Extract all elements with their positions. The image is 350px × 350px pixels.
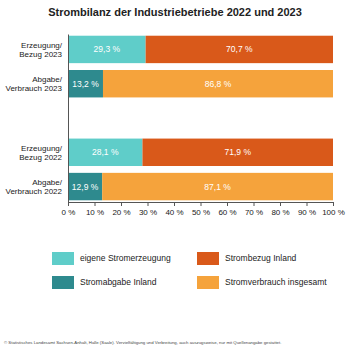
legend-item: eigene Stromerzeugung bbox=[52, 252, 171, 265]
x-tick: 90 % bbox=[298, 202, 316, 217]
x-tick-label: 100 % bbox=[322, 208, 345, 217]
x-tick-mark bbox=[201, 202, 202, 206]
bar-segment bbox=[102, 173, 333, 200]
y-tick-label: Erzeugung/ Bezug 2023 bbox=[17, 41, 63, 59]
y-tick: Erzeugung/ Bezug 2023 bbox=[17, 41, 63, 59]
y-tick: Erzeugung/ Bezug 2022 bbox=[17, 144, 63, 162]
x-tick-mark bbox=[333, 202, 334, 206]
legend-label: eigene Stromerzeugung bbox=[80, 253, 171, 263]
x-tick-mark bbox=[148, 202, 149, 206]
x-tick: 50 % bbox=[192, 202, 210, 217]
data-label: 28,1 % bbox=[92, 147, 119, 157]
x-tick-mark bbox=[254, 202, 255, 206]
x-axis: 0 % 10 % 20 % 30 % 40 % 50 % 60 % 70 % 80 % 90 % 1… bbox=[62, 202, 345, 217]
data-label: 70,7 % bbox=[226, 44, 253, 54]
data-label: 87,1 % bbox=[204, 182, 231, 192]
x-tick-label: 60 % bbox=[218, 208, 236, 217]
bar-segment bbox=[142, 139, 333, 166]
x-tick: 10 % bbox=[86, 202, 104, 217]
bar-segment bbox=[68, 139, 142, 166]
legend-item: Stromverbrauch insgesamt bbox=[197, 276, 327, 289]
x-tick-label: 30 % bbox=[139, 208, 157, 217]
data-label: 12,9 % bbox=[72, 182, 99, 192]
x-tick-mark bbox=[95, 202, 96, 206]
x-tick-mark bbox=[174, 202, 175, 206]
x-tick-label: 40 % bbox=[165, 208, 183, 217]
legend-label: Strombezug Inland bbox=[225, 253, 297, 263]
x-tick-label: 70 % bbox=[245, 208, 263, 217]
bar-segment bbox=[146, 36, 333, 63]
x-tick-label: 10 % bbox=[86, 208, 104, 217]
y-tick: Abgabe/ Verbrauch 2022 bbox=[3, 178, 62, 196]
bar-segment bbox=[68, 70, 103, 97]
x-tick-label: 50 % bbox=[192, 208, 210, 217]
legend-swatch bbox=[197, 252, 219, 265]
x-tick-mark bbox=[280, 202, 281, 206]
y-tick-label: Abgabe/ Verbrauch 2023 bbox=[3, 75, 62, 93]
legend-label: Stromabgabe Inland bbox=[80, 277, 157, 287]
y-axis: Erzeugung/ Bezug 2023 Abgabe/ Verbrauch 2… bbox=[3, 35, 68, 203]
source-note: © Statistisches Landesamt Sachsen-Anhalt… bbox=[4, 340, 281, 345]
bars bbox=[68, 36, 333, 201]
x-tick-label: 90 % bbox=[298, 208, 316, 217]
legend-swatch bbox=[52, 252, 74, 265]
legend-item: Stromabgabe Inland bbox=[52, 276, 157, 289]
bar-segment bbox=[68, 36, 146, 63]
data-label: 86,8 % bbox=[205, 79, 232, 89]
y-tick: Abgabe/ Verbrauch 2023 bbox=[3, 75, 62, 93]
x-tick-label: 80 % bbox=[271, 208, 289, 217]
x-tick-mark bbox=[121, 202, 122, 206]
x-tick-mark bbox=[68, 202, 69, 206]
x-tick: 80 % bbox=[271, 202, 289, 217]
legend-item: Strombezug Inland bbox=[197, 252, 297, 265]
y-tick-label: Erzeugung/ Bezug 2022 bbox=[17, 144, 63, 162]
x-tick: 70 % bbox=[245, 202, 263, 217]
legend-swatch bbox=[52, 276, 74, 289]
x-tick-label: 20 % bbox=[112, 208, 130, 217]
y-axis-line bbox=[68, 35, 69, 203]
data-label: 71,9 % bbox=[224, 147, 251, 157]
x-tick: 0 % bbox=[62, 202, 76, 217]
x-tick-mark bbox=[307, 202, 308, 206]
x-tick-mark bbox=[227, 202, 228, 206]
x-tick: 100 % bbox=[322, 202, 345, 217]
y-tick-label: Abgabe/ Verbrauch 2022 bbox=[3, 178, 62, 196]
bar-segment bbox=[103, 70, 333, 97]
legend-label: Stromverbrauch insgesamt bbox=[225, 277, 327, 287]
x-tick: 40 % bbox=[165, 202, 183, 217]
data-label: 29,3 % bbox=[94, 44, 121, 54]
chart: Strombilanz der Industriebetriebe 2022 u… bbox=[0, 0, 350, 350]
x-tick: 60 % bbox=[218, 202, 236, 217]
legend: eigene Stromerzeugung Strombezug Inland St… bbox=[52, 252, 327, 289]
data-labels: 29,3 % 28,1 % 70,7 % 71,9 % 13,2 % 12,9 % 86,8… bbox=[72, 44, 253, 191]
data-label: 13,2 % bbox=[72, 79, 99, 89]
bar-segment bbox=[68, 173, 102, 200]
x-tick: 20 % bbox=[112, 202, 130, 217]
x-axis-line bbox=[69, 203, 334, 207]
title: Strombilanz der Industriebetriebe 2022 u… bbox=[48, 6, 302, 18]
x-tick-label: 0 % bbox=[62, 208, 76, 217]
x-tick: 30 % bbox=[139, 202, 157, 217]
legend-swatch bbox=[197, 276, 219, 289]
